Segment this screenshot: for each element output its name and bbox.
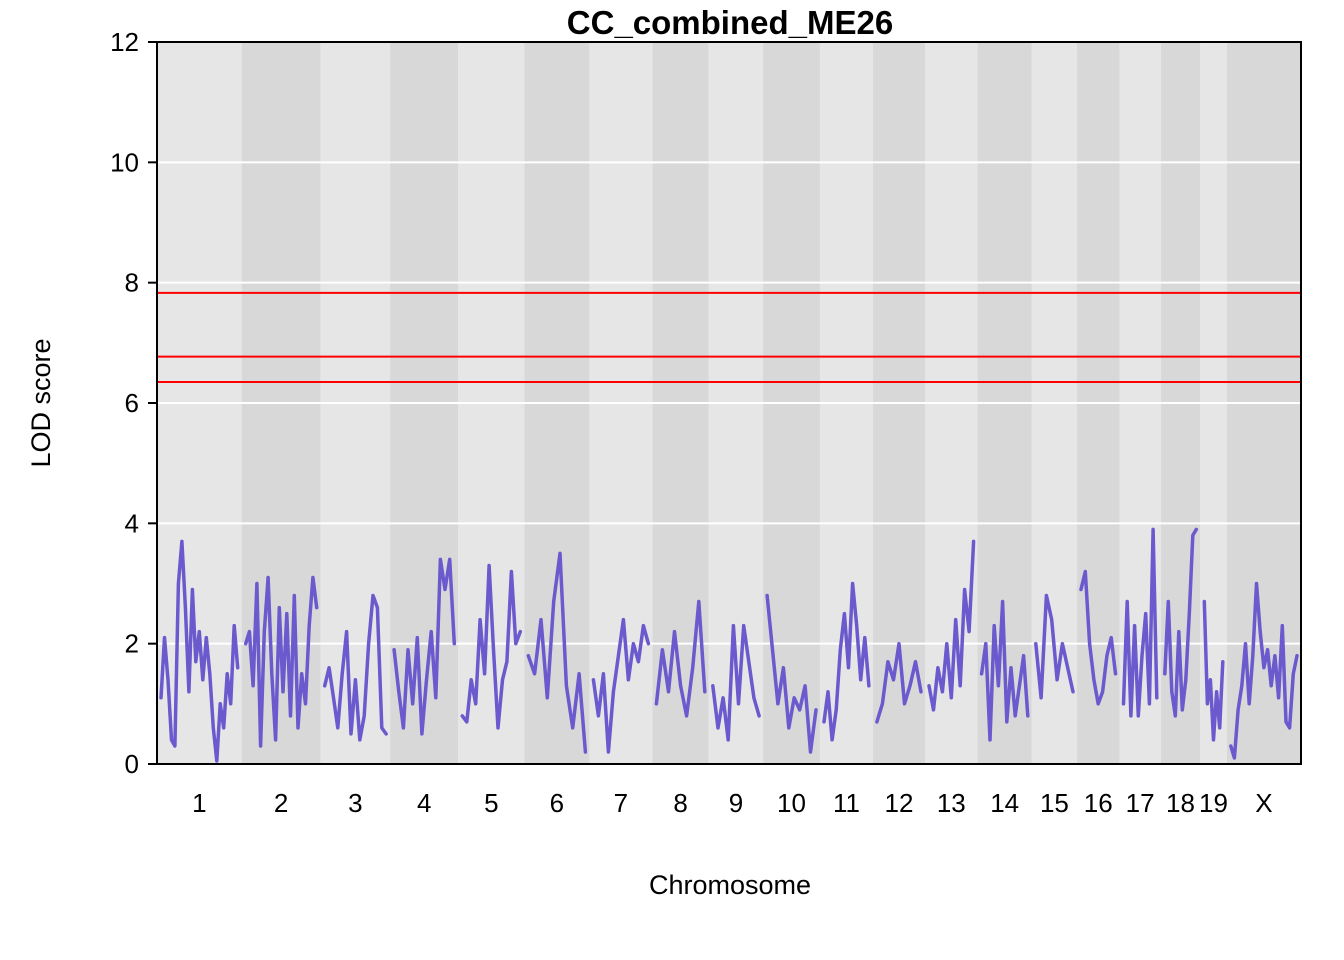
x-tick-label-9: 9 [729,788,743,818]
y-tick-label-4: 4 [125,508,139,538]
y-tick-label-2: 2 [125,629,139,659]
x-tick-label-11: 11 [833,788,860,818]
lod-line-chr-11 [822,581,871,742]
lod-line-chr-8 [654,599,707,718]
lod-line-chr-2 [243,575,319,748]
x-tick-label-10: 10 [777,788,806,818]
lod-line-chr-X [1229,581,1299,760]
x-tick-label-13: 13 [937,788,966,818]
x-tick-label-17: 17 [1126,788,1155,818]
lod-line-chr-15 [1034,593,1075,700]
lod-line-chr-19 [1202,599,1225,742]
x-tick-label-19: 19 [1199,788,1228,818]
lod-line-chr-1 [159,539,240,763]
lod-line-chr-9 [711,623,761,742]
x-tick-label-15: 15 [1040,788,1069,818]
x-axis-label: Chromosome [649,870,811,900]
y-tick-label-10: 10 [110,147,139,177]
lod-line-chr-5 [460,563,523,730]
lod-line-chr-14 [979,599,1030,742]
x-tick-label-16: 16 [1084,788,1113,818]
y-axis: 0 2 4 6 8 10 12 [110,27,157,779]
lod-series [159,527,1299,763]
lod-line-chr-18 [1163,527,1199,718]
lod-line-chr-16 [1079,569,1118,706]
x-axis: 1 2 3 4 5 6 7 8 9 10 11 12 13 14 15 16 17 18 19 X [192,788,1272,818]
x-tick-label-14: 14 [990,788,1019,818]
x-tick-label-5: 5 [484,788,498,818]
lod-line-chr-3 [322,593,388,742]
lod-line-chr-17 [1121,527,1159,718]
threshold-lines [157,291,1301,383]
lod-line-chr-4 [392,557,457,736]
x-tick-label-8: 8 [673,788,687,818]
y-tick-label-6: 6 [125,388,139,418]
x-tick-label-6: 6 [550,788,564,818]
y-tick-label-0: 0 [125,749,139,779]
y-tick-label-12: 12 [110,27,139,57]
lod-line-chr-7 [591,617,651,754]
chart-title: CC_combined_ME26 [567,4,893,41]
x-tick-label-18: 18 [1166,788,1195,818]
lod-line-chr-6 [526,551,588,754]
lod-line-chr-10 [765,593,818,754]
x-tick-label-4: 4 [417,788,431,818]
x-tick-label-12: 12 [885,788,914,818]
x-tick-label-2: 2 [274,788,288,818]
lod-line-chr-13 [927,539,976,712]
x-tick-label-X: X [1255,788,1272,818]
y-tick-label-8: 8 [125,268,139,298]
lod-line-chr-12 [875,641,923,724]
x-tick-label-1: 1 [192,788,206,818]
x-tick-label-3: 3 [348,788,362,818]
x-tick-label-7: 7 [614,788,628,818]
y-axis-label: LOD score [26,338,56,467]
